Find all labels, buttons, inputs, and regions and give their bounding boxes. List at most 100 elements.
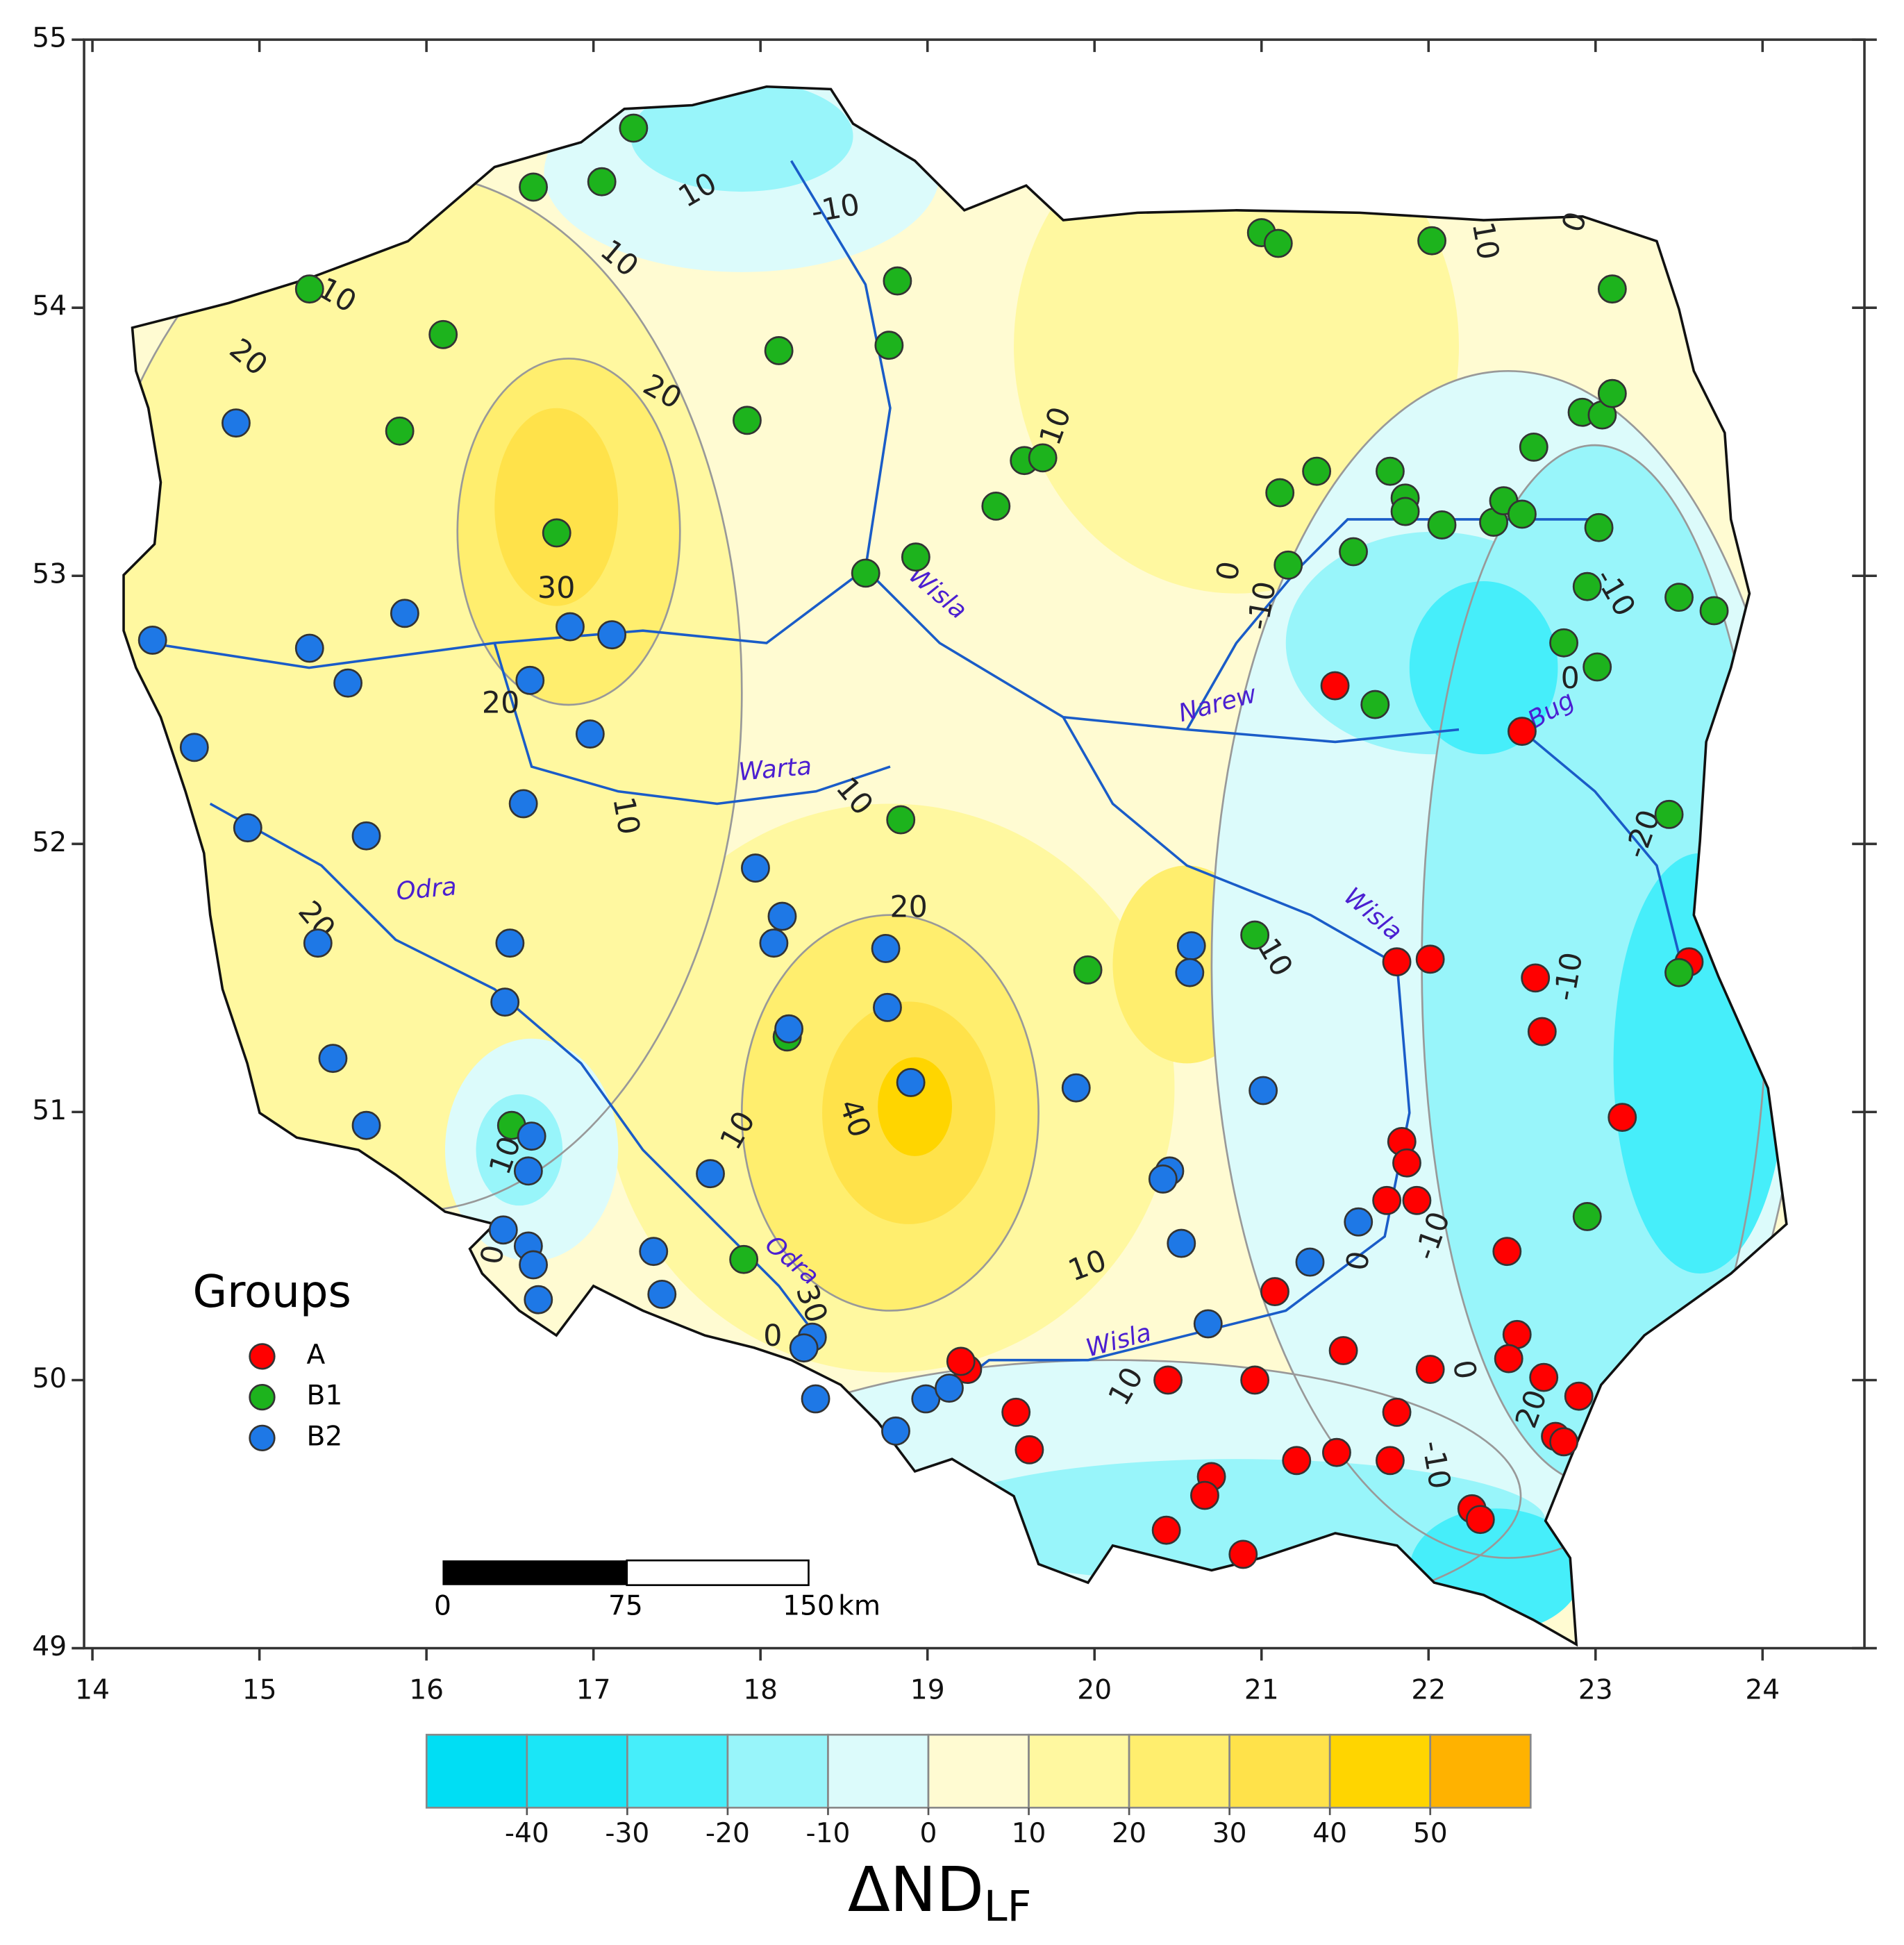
contour-label: 0 xyxy=(1561,661,1580,696)
colorbar-label: ΔNDLF xyxy=(848,1853,1032,1931)
colorbar-box xyxy=(1328,1733,1432,1809)
station-point xyxy=(294,633,324,663)
station-point xyxy=(1427,510,1457,540)
y-tick-label: 49 xyxy=(32,1631,67,1662)
station-point xyxy=(303,928,333,958)
contour-label: -10 xyxy=(1414,1438,1457,1492)
station-point xyxy=(1508,717,1537,746)
station-point xyxy=(647,1280,677,1309)
colorbar-box xyxy=(726,1733,829,1809)
station-point xyxy=(1654,799,1684,829)
station-point xyxy=(1415,1355,1445,1384)
station-point xyxy=(764,336,794,365)
scale-label: 150 xyxy=(783,1590,835,1621)
legend-marker xyxy=(249,1383,276,1411)
y-tick-label: 54 xyxy=(32,291,67,322)
station-point xyxy=(597,620,627,650)
station-point xyxy=(1382,947,1412,977)
colorbar-box xyxy=(526,1733,628,1809)
station-point xyxy=(1320,671,1350,701)
station-point xyxy=(1073,955,1103,985)
station-point xyxy=(385,416,415,446)
scale-black xyxy=(442,1560,627,1585)
y-tick-label: 55 xyxy=(32,23,67,54)
station-point xyxy=(490,987,520,1017)
station-point xyxy=(1415,944,1445,974)
y-tick-label: 52 xyxy=(32,827,67,858)
x-tick-label: 22 xyxy=(1411,1674,1446,1705)
station-point xyxy=(1376,1446,1405,1476)
x-tick-label: 19 xyxy=(910,1674,945,1705)
station-point xyxy=(428,319,458,349)
contour-label: 10 xyxy=(1465,219,1506,262)
station-point xyxy=(1494,1344,1523,1374)
station-point xyxy=(233,813,262,843)
colorbar-box xyxy=(1228,1733,1331,1809)
station-point xyxy=(1417,226,1446,256)
station-point xyxy=(1597,378,1627,408)
station-point xyxy=(729,1244,759,1274)
river-label: Odra xyxy=(395,872,458,905)
colorbar: ΔNDLF -40 -30 -20 -10 0 10 20 30 40 50 xyxy=(425,1733,1532,1931)
station-point xyxy=(1527,1017,1557,1046)
legend-title: Groups xyxy=(192,1267,351,1318)
station-point xyxy=(318,1044,348,1074)
x-tick-label: 24 xyxy=(1745,1674,1780,1705)
station-point xyxy=(901,542,930,572)
station-point xyxy=(733,406,762,435)
contour-label: -10 xyxy=(1241,578,1283,632)
colorbar-tick-label: 20 xyxy=(1112,1818,1146,1849)
station-point xyxy=(1028,443,1058,473)
contour-label: 10 xyxy=(606,794,646,837)
station-point xyxy=(524,1285,553,1314)
station-point xyxy=(1240,1365,1270,1395)
colorbar-label-main: ΔND xyxy=(848,1853,984,1926)
y-tick-label: 51 xyxy=(32,1095,67,1126)
station-point xyxy=(759,928,789,958)
station-point xyxy=(1176,931,1206,960)
station-point xyxy=(587,167,617,197)
station-point xyxy=(1549,628,1579,658)
station-point xyxy=(1572,571,1602,601)
contour-label: 20 xyxy=(482,686,519,721)
station-point xyxy=(515,665,545,695)
x-tick-label: 18 xyxy=(743,1674,778,1705)
colorbar-box xyxy=(425,1733,528,1809)
colorbar-box xyxy=(1429,1733,1532,1809)
station-point xyxy=(1402,1185,1432,1215)
station-point xyxy=(873,992,902,1022)
station-point xyxy=(1583,652,1612,682)
colorbar-box xyxy=(626,1733,729,1809)
legend-label: B2 xyxy=(307,1421,343,1452)
station-point xyxy=(1492,1237,1522,1267)
station-point xyxy=(1240,920,1270,950)
scale-bar: 0 75 150 km xyxy=(434,1559,880,1621)
x-tick-label: 21 xyxy=(1244,1674,1279,1705)
colorbar-label-sub: LF xyxy=(984,1883,1032,1931)
station-point xyxy=(1521,963,1551,993)
colorbar-tick-label: 10 xyxy=(1012,1818,1046,1849)
station-point xyxy=(1167,1228,1196,1258)
station-point xyxy=(1699,596,1729,626)
colorbar-tick-label: -20 xyxy=(705,1818,750,1849)
scale-unit: km xyxy=(838,1590,880,1621)
station-point xyxy=(1193,1309,1223,1339)
colorbar-box xyxy=(927,1733,1030,1809)
station-point xyxy=(1549,1427,1579,1457)
x-tick-label: 23 xyxy=(1578,1674,1613,1705)
x-tick-label: 20 xyxy=(1077,1674,1112,1705)
station-point xyxy=(508,789,538,819)
contour-label: -10 xyxy=(808,187,862,230)
station-point xyxy=(333,668,363,698)
legend-marker xyxy=(249,1424,276,1452)
station-point xyxy=(179,733,209,762)
station-point xyxy=(1465,1505,1495,1535)
station-point xyxy=(1584,512,1614,542)
station-point xyxy=(1014,1435,1044,1464)
station-point xyxy=(513,1156,543,1186)
contour-label: 30 xyxy=(537,571,575,606)
station-point xyxy=(1190,1480,1219,1510)
station-point xyxy=(883,266,912,296)
station-point xyxy=(1376,456,1405,486)
